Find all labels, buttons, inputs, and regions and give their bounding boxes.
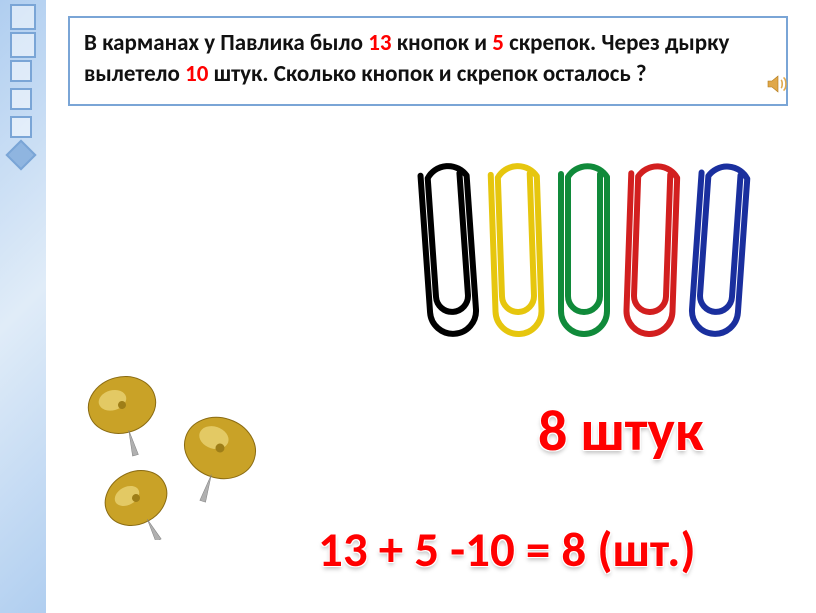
problem-text-box: В карманах у Павлика было 13 кнопок и 5 … xyxy=(68,16,788,106)
problem-number: 10 xyxy=(185,60,208,88)
problem-seg: В карманах у Павлика было xyxy=(84,29,368,57)
sidebar-tile xyxy=(10,60,32,82)
problem-number: 13 xyxy=(368,29,391,57)
problem-number: 5 xyxy=(492,29,504,57)
decorative-sidebar xyxy=(0,0,46,613)
answer-text: 8 штук xyxy=(538,395,704,466)
problem-seg: кнопок и xyxy=(392,29,493,57)
paperclip-icon xyxy=(690,165,748,336)
pushpins-illustration xyxy=(72,370,282,540)
sidebar-tile xyxy=(5,139,36,170)
sidebar-tile xyxy=(10,88,32,110)
sound-icon xyxy=(764,72,788,96)
equation-text: 13 + 5 -10 = 8 (шт.) xyxy=(318,520,696,580)
paperclips-illustration xyxy=(408,132,768,362)
paperclip-icon xyxy=(561,166,607,334)
paperclip-icon xyxy=(420,165,478,336)
paperclip-icon xyxy=(626,165,678,334)
paperclip-icon xyxy=(490,165,542,334)
problem-seg: штук. Сколько кнопок и скрепок осталось … xyxy=(208,60,646,88)
sidebar-tile xyxy=(10,116,32,138)
